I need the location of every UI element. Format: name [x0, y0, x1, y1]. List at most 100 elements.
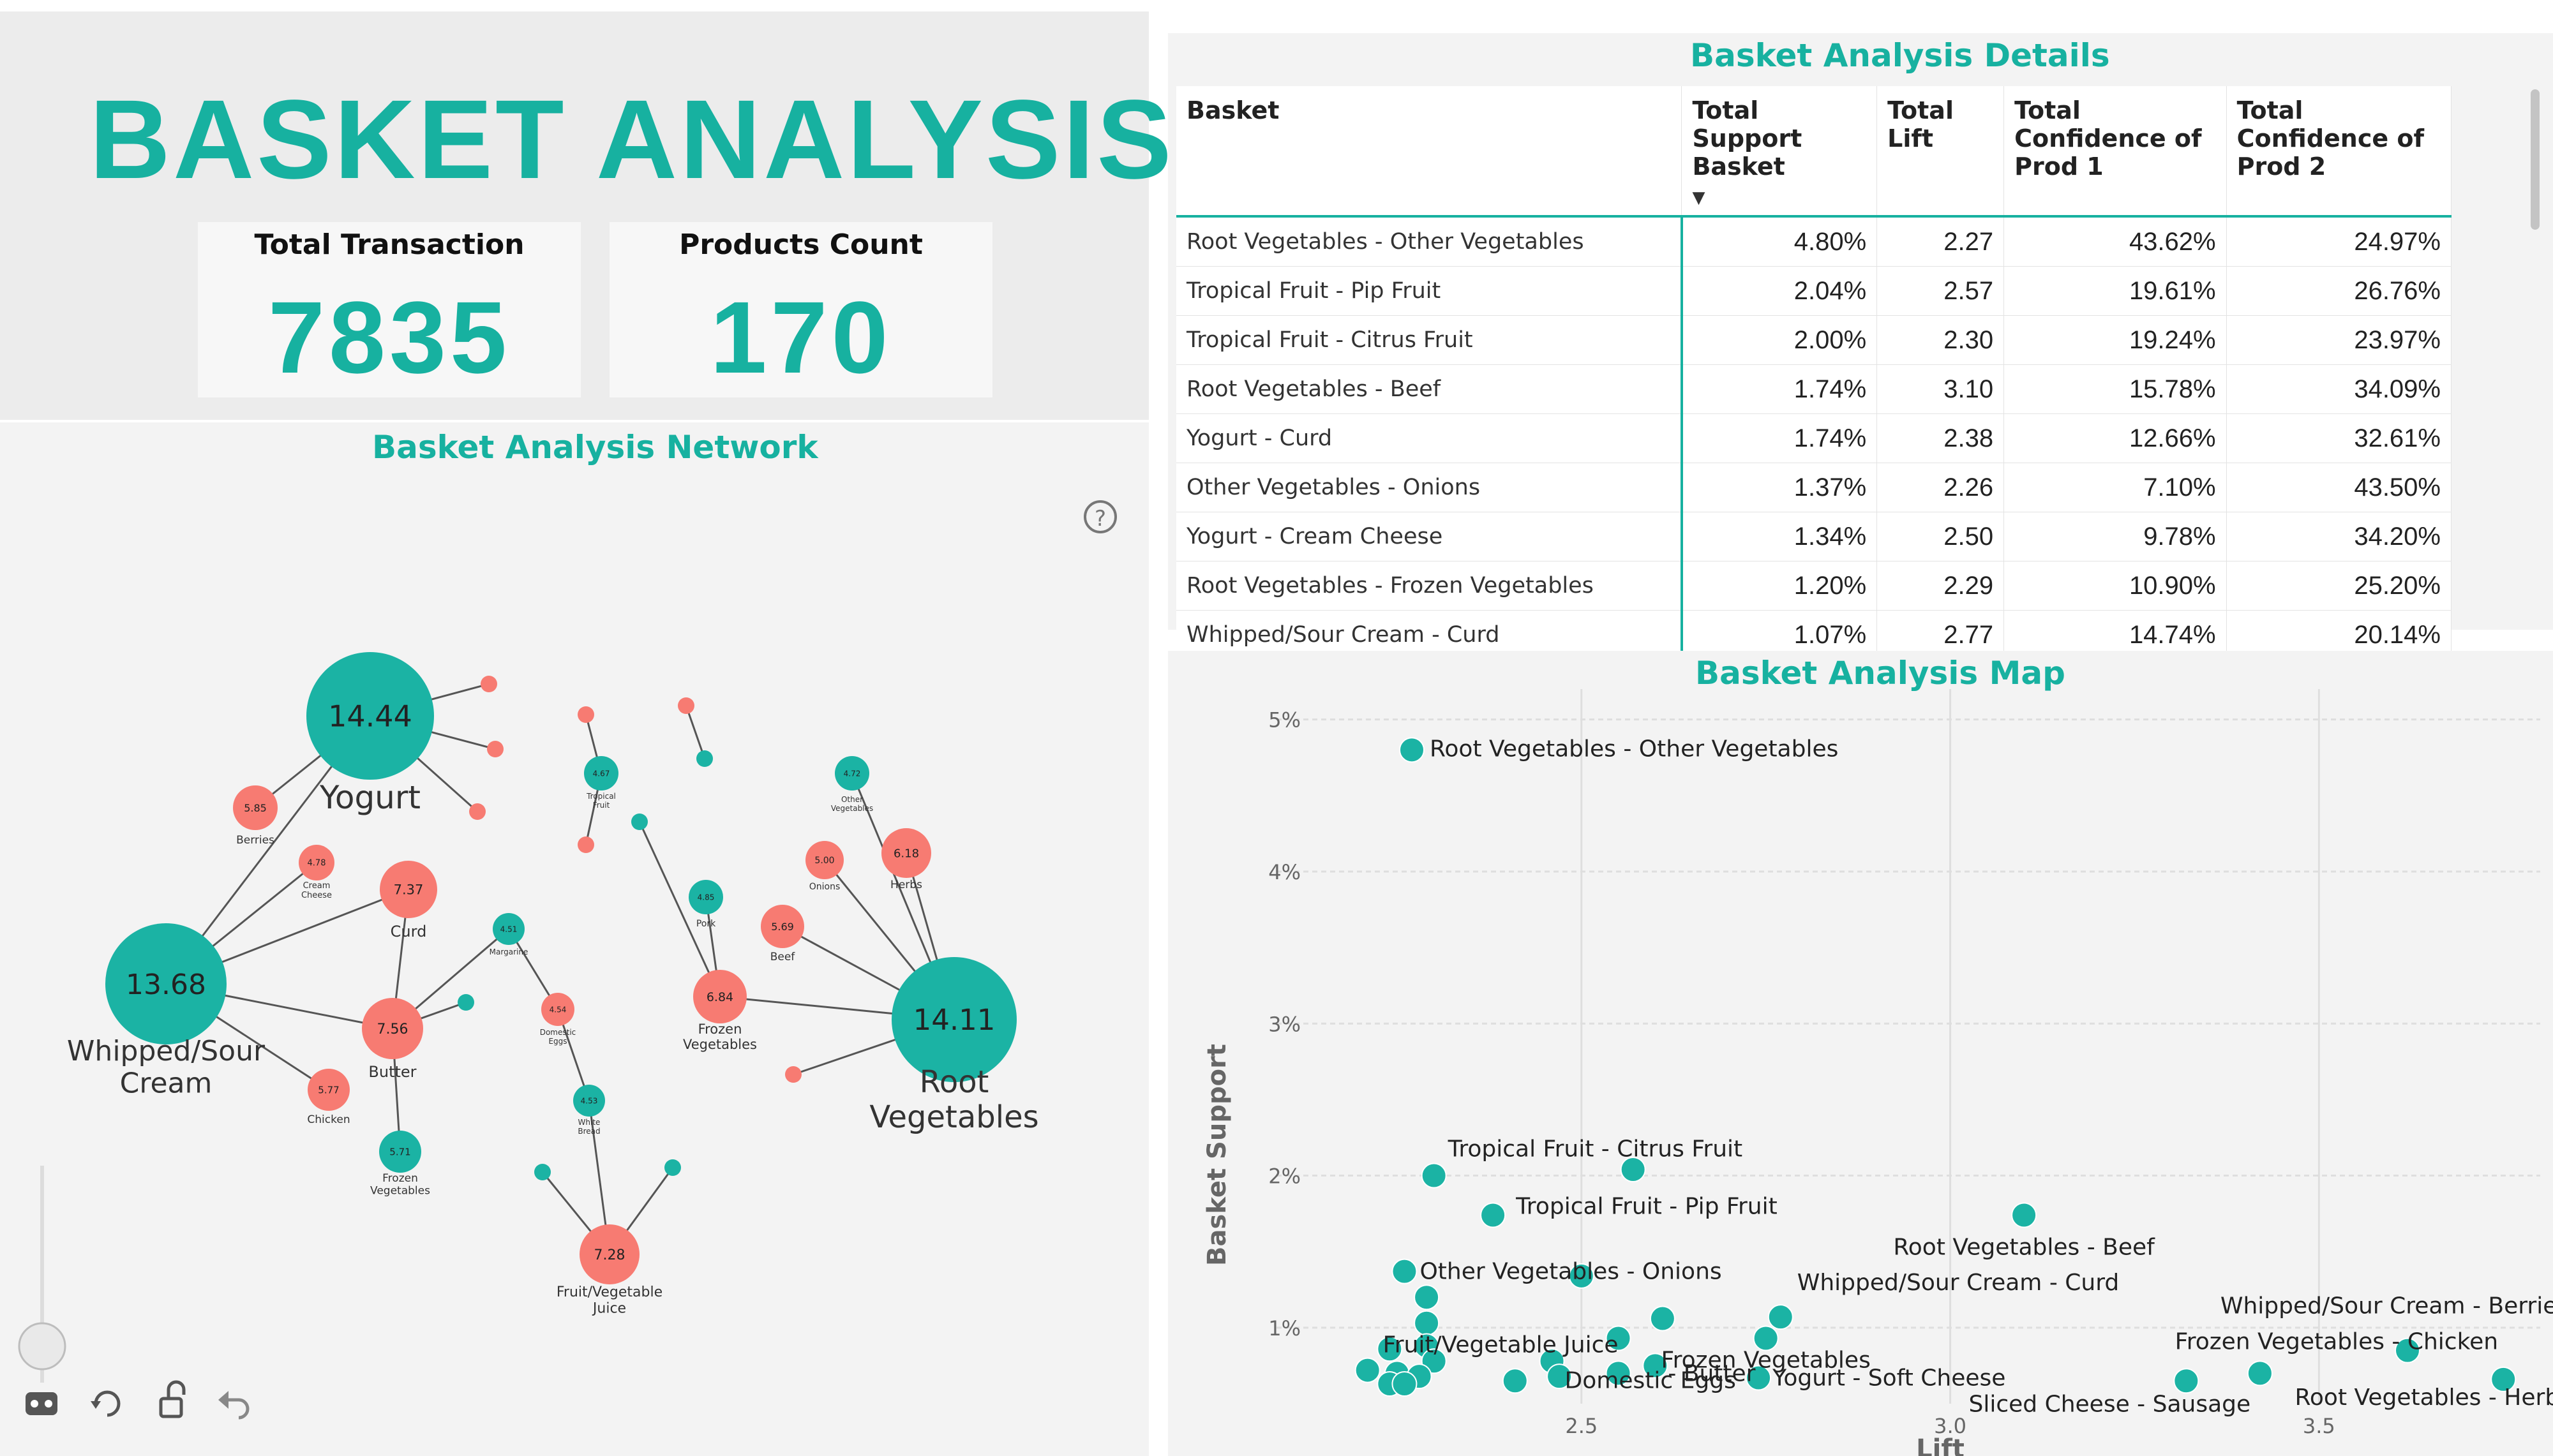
refresh-icon[interactable] [91, 1390, 121, 1417]
network-node-circle[interactable] [584, 756, 618, 791]
network-node-circle[interactable] [379, 1131, 421, 1173]
scatter-point[interactable] [1649, 1305, 1675, 1332]
network-node-whitebread[interactable]: 4.53 White Bread [573, 1085, 605, 1136]
table-row[interactable]: Root Vegetables - Frozen Vegetables 1.20%… [1176, 561, 2452, 611]
table-scrollbar[interactable] [2531, 89, 2540, 230]
network-leaf-node[interactable] [578, 836, 594, 853]
scatter-point[interactable] [1642, 1353, 1668, 1379]
network-node-circle[interactable] [693, 970, 747, 1023]
table-row[interactable]: Tropical Fruit - Citrus Fruit 2.00% 2.30 19… [1176, 315, 2452, 365]
zoom-slider[interactable] [18, 1166, 66, 1383]
network-node-circle[interactable] [362, 998, 423, 1059]
network-node-frozenveg2[interactable]: 5.71 Frozen Vegetables [370, 1131, 430, 1198]
network-node-circle[interactable] [573, 1085, 605, 1117]
network-leaf-node[interactable] [481, 676, 497, 692]
undo-icon[interactable] [218, 1391, 250, 1420]
network-leaf-node[interactable] [696, 750, 713, 767]
table-row[interactable]: Root Vegetables - Beef 1.74% 3.10 15.78% 34.… [1176, 364, 2452, 414]
scatter-point[interactable] [1480, 1202, 1506, 1228]
network-node-eggs[interactable]: 4.54 Domestic Eggs [540, 993, 576, 1046]
network-node-tropical[interactable]: 4.67 Tropical Fruit [584, 756, 618, 810]
scatter-point[interactable] [1354, 1357, 1381, 1383]
column-header-basket[interactable]: Basket [1176, 86, 1682, 218]
scatter-point[interactable] [2247, 1360, 2273, 1386]
scatter-point[interactable] [1605, 1325, 1631, 1351]
layout-icon[interactable] [26, 1392, 57, 1415]
network-node-circle[interactable] [689, 880, 723, 914]
network-node-berries[interactable]: 5.85 Berries [233, 785, 278, 847]
network-leaf-node[interactable] [469, 803, 486, 820]
question-circle-icon[interactable]: ? [1084, 500, 1117, 533]
network-node-whipped[interactable]: 13.68 Whipped/Sour Cream [67, 923, 266, 1100]
network-node-circle[interactable] [306, 652, 434, 780]
network-node-creamcheese[interactable]: 4.78 Cream Cheese [299, 845, 334, 900]
scatter-point[interactable] [2011, 1202, 2037, 1228]
network-node-otherveg[interactable]: 4.72 Other Vegetables [831, 756, 873, 813]
scatter-point[interactable] [2173, 1368, 2199, 1394]
column-header-confidence-prod-2[interactable]: Total Confidence of Prod 2 [2226, 86, 2452, 218]
network-node-circle[interactable] [380, 861, 437, 918]
network-node-circle[interactable] [299, 845, 334, 880]
scatter-point[interactable] [1391, 1258, 1418, 1284]
network-leaf-node[interactable] [631, 813, 648, 830]
network-leaf-node[interactable] [487, 741, 504, 757]
scatter-point[interactable] [1421, 1163, 1447, 1189]
scatter-point[interactable] [1568, 1263, 1594, 1289]
network-node-yogurt[interactable]: 14.44 Yogurt [306, 652, 434, 816]
table-row[interactable]: Yogurt - Curd 1.74% 2.38 12.66% 32.61% [1176, 413, 2452, 463]
table-row[interactable]: Root Vegetables - Other Vegetables 4.80% 2… [1176, 216, 2452, 267]
scatter-chart[interactable]: 2.5 3.0 3.5 1% 2% 3% 4% 5% Lift Basket Support Ro… [1168, 651, 2553, 1456]
scatter-point[interactable] [2490, 1366, 2517, 1392]
details-table[interactable]: Basket Total Support Basket ▼ Total Lift … [1176, 86, 2452, 660]
network-node-beef[interactable]: 5.69 Beef [761, 905, 804, 963]
network-node-circle[interactable] [580, 1224, 640, 1284]
network-node-circle[interactable] [761, 905, 804, 948]
network-node-curd[interactable]: 7.37 Curd [380, 861, 437, 940]
scatter-point[interactable] [1753, 1325, 1779, 1351]
network-node-circle[interactable] [541, 993, 574, 1026]
kpi-card-products-count[interactable]: Products Count 170 [610, 222, 992, 397]
network-leaf-node[interactable] [534, 1164, 551, 1180]
scatter-point[interactable] [1546, 1363, 1573, 1390]
network-node-circle[interactable] [881, 828, 931, 878]
column-header-total-support-basket[interactable]: Total Support Basket ▼ [1681, 86, 1878, 218]
network-node-circle[interactable] [308, 1069, 350, 1111]
scatter-point[interactable] [1746, 1365, 1772, 1391]
network-leaf-node[interactable] [458, 994, 474, 1011]
network-node-chicken[interactable]: 5.77 Chicken [307, 1069, 350, 1126]
scatter-point[interactable] [2395, 1337, 2420, 1363]
network-node-circle[interactable] [105, 923, 227, 1044]
network-node-frozenveg[interactable]: 6.84 Frozen Vegetables [683, 970, 757, 1052]
scatter-point[interactable] [1414, 1284, 1440, 1311]
column-header-confidence-prod-1[interactable]: Total Confidence of Prod 1 [2003, 86, 2227, 218]
network-node-pork[interactable]: 4.85 Pork [689, 880, 723, 929]
table-row[interactable]: Other Vegetables - Onions 1.37% 2.26 7.10% 4… [1176, 463, 2452, 512]
network-node-rootveg[interactable]: 14.11 Root Vegetables [869, 957, 1039, 1135]
column-header-total-lift[interactable]: Total Lift [1876, 86, 2005, 218]
scatter-point[interactable] [1767, 1304, 1793, 1330]
network-node-circle[interactable] [892, 957, 1017, 1082]
scatter-point[interactable] [1620, 1157, 1646, 1183]
network-node-butter[interactable]: 7.56 Butter [362, 998, 423, 1081]
network-node-fruitjuice[interactable]: 7.28 Fruit/Vegetable Juice [557, 1224, 663, 1316]
scatter-point[interactable] [1377, 1336, 1403, 1362]
network-node-circle[interactable] [805, 841, 844, 879]
network-node-herbs[interactable]: 6.18 Herbs [881, 828, 931, 891]
scatter-point[interactable] [1391, 1371, 1418, 1397]
network-node-circle[interactable] [233, 785, 278, 830]
unlock-icon[interactable] [159, 1380, 186, 1418]
network-graph[interactable]: 14.44 Yogurt 13.68 Whipped/Sour Cream 14.11 Ro… [0, 422, 1149, 1456]
network-node-margarine[interactable]: 4.51 Margarine [490, 913, 528, 956]
network-leaf-node[interactable] [785, 1066, 802, 1083]
network-node-circle[interactable] [835, 756, 869, 791]
network-node-onions[interactable]: 5.00 Onions [805, 841, 844, 892]
scatter-point[interactable] [1399, 737, 1425, 763]
network-node-circle[interactable] [493, 913, 525, 945]
network-leaf-node[interactable] [664, 1159, 681, 1176]
scatter-point[interactable] [1605, 1360, 1631, 1386]
table-row[interactable]: Yogurt - Cream Cheese 1.34% 2.50 9.78% 34.20… [1176, 512, 2452, 561]
kpi-card-total-transaction[interactable]: Total Transaction 7835 [198, 222, 581, 397]
network-leaf-node[interactable] [678, 697, 694, 714]
network-leaf-node[interactable] [578, 706, 594, 723]
scatter-point[interactable] [1502, 1368, 1528, 1394]
